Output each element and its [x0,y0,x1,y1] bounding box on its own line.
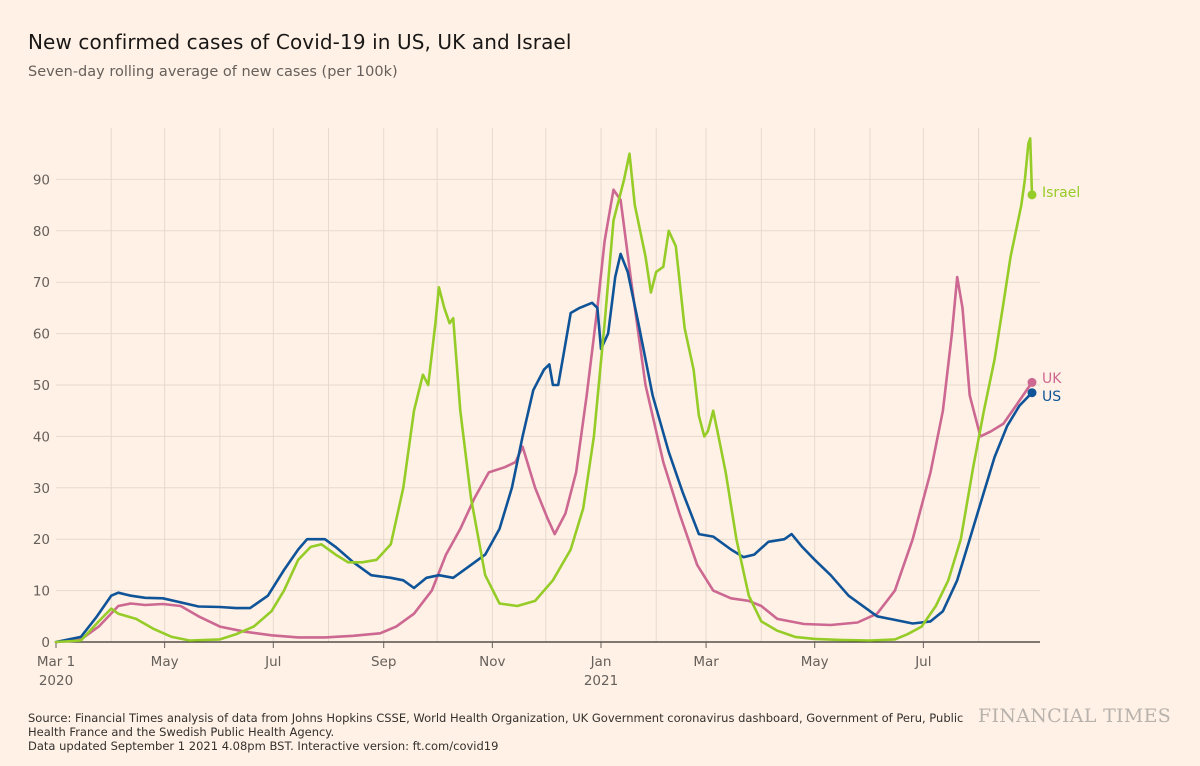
series-lines [54,137,1034,644]
chart-subtitle: Seven-day rolling average of new cases (… [28,64,398,80]
axes: 0 10 20 30 40 50 60 70 80 90 Mar 1 2020 May Jul Sep Nov… [33,172,1040,689]
y-tick-label: 10 [33,584,50,600]
source-text: Source: Financial Times analysis of data… [28,711,964,739]
y-tick-label: 20 [33,532,50,548]
x-tick-label: Jul [264,654,281,670]
x-tick-label: Sep [371,654,396,670]
end-point-uk [1027,377,1037,387]
x-tick-label: Mar [693,654,719,670]
x-tick-label: Mar 1 [37,654,75,670]
series-label-uk: UK [1042,371,1062,387]
x-tick-label: May [801,654,829,670]
y-tick-label: 90 [33,172,50,188]
end-point-israel [1027,190,1037,200]
x-tick-label: Jul [914,654,931,670]
series-label-us: US [1042,389,1061,405]
x-tick-label: Jan [590,654,612,670]
grid-lines [56,128,1040,642]
x-tick-sublabel: 2020 [39,673,73,689]
series-line-uk [54,188,1034,644]
x-tick-label: Nov [479,654,505,670]
y-tick-label: 40 [33,429,50,445]
chart-title: New confirmed cases of Covid-19 in US, U… [28,30,572,54]
y-tick-label: 60 [33,327,50,343]
series-line-us [54,252,1034,644]
end-point-us [1027,388,1037,398]
series-label-israel: Israel [1042,185,1080,201]
series-line-israel [54,137,1034,644]
x-tick-sublabel: 2021 [584,673,618,689]
updated-text: Data updated September 1 2021 4.08pm BST… [28,739,499,753]
ft-logo: FINANCIAL TIMES [978,705,1172,727]
series-labels: US UK Israel [1027,185,1080,405]
source-note: Source: Financial Times analysis of data… [28,711,978,753]
y-tick-label: 70 [33,275,50,291]
y-tick-label: 80 [33,224,50,240]
x-tick-label: May [151,654,179,670]
y-tick-label: 0 [41,635,50,651]
y-tick-label: 50 [33,378,50,394]
y-tick-label: 30 [33,481,50,497]
